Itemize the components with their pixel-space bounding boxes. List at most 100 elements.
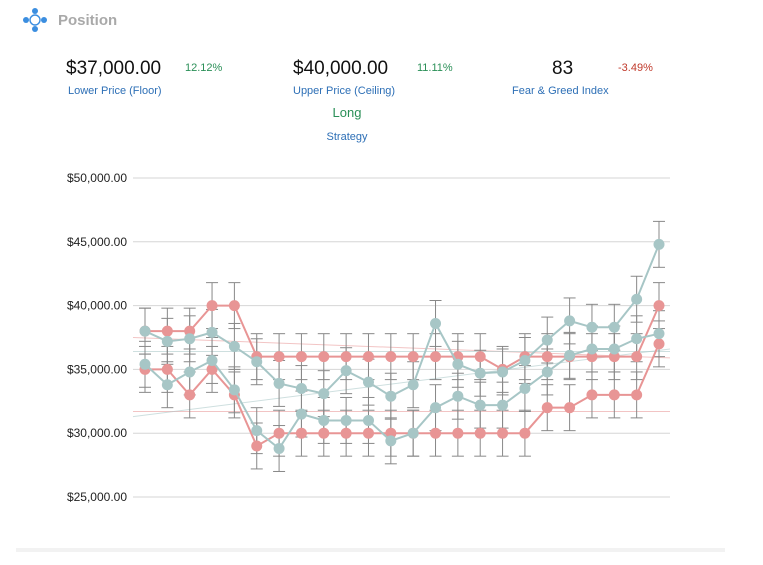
data-point: [206, 326, 218, 338]
data-point: [161, 335, 173, 347]
data-point: [362, 414, 374, 426]
data-point: [362, 376, 374, 388]
y-tick-label: $35,000.00: [67, 362, 127, 376]
data-point: [385, 427, 397, 439]
data-point: [608, 343, 620, 355]
data-point: [541, 334, 553, 346]
data-point: [653, 238, 665, 250]
data-point: [273, 351, 285, 363]
data-point: [340, 365, 352, 377]
data-point: [452, 390, 464, 402]
data-point: [161, 363, 173, 375]
data-point: [318, 388, 330, 400]
data-point: [653, 338, 665, 350]
data-point: [273, 443, 285, 455]
data-point: [139, 358, 151, 370]
crosshair-icon: [23, 8, 47, 32]
strategy-label: Strategy: [326, 131, 368, 143]
data-point: [228, 300, 240, 312]
y-tick-label: $40,000.00: [67, 299, 127, 313]
data-point: [206, 300, 218, 312]
data-point: [295, 383, 307, 395]
y-tick-label: $50,000.00: [67, 171, 127, 185]
ceiling-stat: $40,000.00 11.11% Upper Price (Ceiling): [293, 58, 453, 97]
data-point: [385, 390, 397, 402]
data-point: [452, 427, 464, 439]
ceiling-label: Upper Price (Ceiling): [293, 85, 396, 97]
data-point: [362, 351, 374, 363]
y-tick-label: $25,000.00: [67, 490, 127, 504]
data-point: [251, 440, 263, 452]
data-point: [228, 340, 240, 352]
data-point: [608, 389, 620, 401]
data-point: [519, 354, 531, 366]
trendline: [132, 348, 671, 418]
data-point: [586, 343, 598, 355]
data-point: [385, 351, 397, 363]
panel-header: Position: [22, 4, 117, 36]
data-point: [586, 351, 598, 363]
data-point: [474, 399, 486, 411]
series-line: [145, 343, 660, 448]
floor-label: Lower Price (Floor): [68, 85, 162, 97]
data-point: [251, 356, 263, 368]
ceiling-price-value: $40,000.00: [293, 58, 389, 79]
fear-greed-value: 83: [552, 58, 574, 79]
data-point: [608, 351, 620, 363]
data-point: [161, 379, 173, 391]
data-point: [340, 351, 352, 363]
floor-change: 12.12%: [185, 62, 223, 74]
data-point: [295, 351, 307, 363]
data-point: [631, 333, 643, 345]
fear-greed-change: -3.49%: [618, 62, 653, 74]
data-point: [430, 427, 442, 439]
data-point: [161, 325, 173, 337]
data-point: [653, 328, 665, 340]
trendline: [132, 337, 671, 359]
strategy-value: Long: [332, 105, 362, 120]
data-point: [206, 354, 218, 366]
data-point: [184, 366, 196, 378]
data-point: [564, 315, 576, 327]
price-chart: $25,000.00 $30,000.00 $35,000.00 $40,000.00…: [67, 171, 671, 504]
data-point: [430, 402, 442, 414]
data-point: [474, 351, 486, 363]
data-point: [340, 427, 352, 439]
data-point: [295, 408, 307, 420]
panel-title: Position: [58, 11, 118, 29]
data-point: [564, 349, 576, 361]
data-point: [586, 389, 598, 401]
panel-footer-divider: [16, 548, 725, 552]
data-point: [139, 325, 151, 337]
data-point: [407, 351, 419, 363]
data-point: [541, 351, 553, 363]
data-point: [541, 402, 553, 414]
data-point: [631, 293, 643, 305]
data-point: [385, 435, 397, 447]
data-point: [318, 427, 330, 439]
data-point: [474, 427, 486, 439]
data-point: [541, 366, 553, 378]
data-point: [631, 351, 643, 363]
data-point: [564, 402, 576, 414]
fear-greed-label: Fear & Greed Index: [512, 85, 609, 97]
data-point: [452, 358, 464, 370]
data-point: [631, 389, 643, 401]
data-point: [251, 425, 263, 437]
data-point: [519, 383, 531, 395]
data-point: [206, 363, 218, 375]
data-point: [586, 321, 598, 333]
fear-greed-stat: 83 -3.49% Fear & Greed Index: [512, 58, 653, 97]
data-point: [184, 389, 196, 401]
data-point: [497, 399, 509, 411]
data-point: [430, 317, 442, 329]
data-point: [407, 379, 419, 391]
data-point: [184, 325, 196, 337]
y-tick-label: $45,000.00: [67, 235, 127, 249]
data-point: [184, 333, 196, 345]
data-point: [497, 427, 509, 439]
data-point: [340, 414, 352, 426]
data-point: [519, 427, 531, 439]
data-point: [318, 351, 330, 363]
data-point: [497, 366, 509, 378]
